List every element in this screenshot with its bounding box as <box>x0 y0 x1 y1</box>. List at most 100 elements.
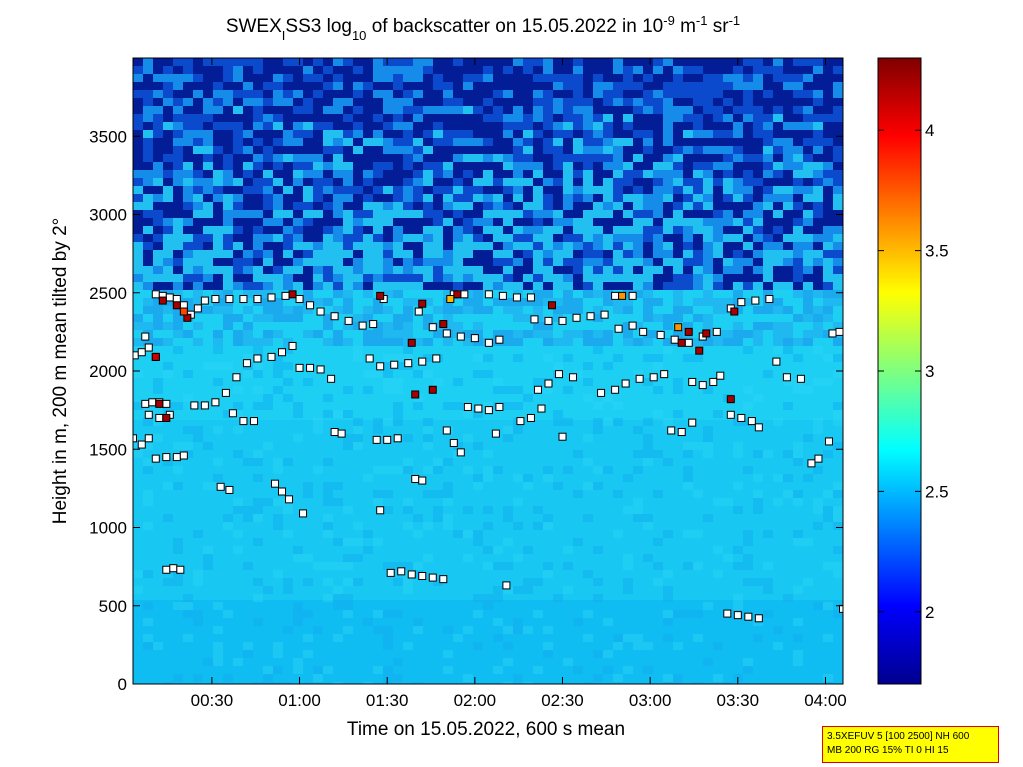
layer-point <box>828 329 837 338</box>
heatmap-cell <box>433 378 443 386</box>
heatmap-cell <box>563 274 573 282</box>
heatmap-cell <box>233 258 243 266</box>
heatmap-cell <box>613 74 623 82</box>
heatmap-cell <box>463 122 473 130</box>
heatmap-cell <box>263 162 273 170</box>
layer-point <box>491 429 500 438</box>
heatmap-cell <box>633 290 643 298</box>
heatmap-cell <box>623 634 633 642</box>
heatmap-cell <box>263 170 273 178</box>
heatmap-cell <box>813 210 823 218</box>
heatmap-cell <box>173 170 183 178</box>
heatmap-cell <box>563 66 573 74</box>
colorbar-tick-label: 3 <box>925 362 934 381</box>
heatmap-cell <box>243 242 253 250</box>
heatmap-cell <box>633 258 643 266</box>
heatmap-cell <box>603 250 613 258</box>
heatmap-cell <box>703 658 713 666</box>
highlight-point <box>618 291 627 300</box>
heatmap-cell <box>283 138 293 146</box>
heatmap-cell <box>523 122 533 130</box>
heatmap-cell <box>663 314 673 322</box>
heatmap-cell <box>763 562 773 570</box>
heatmap-cell <box>323 130 333 138</box>
heatmap-cell <box>703 426 713 434</box>
heatmap-cell <box>673 242 683 250</box>
heatmap-cell <box>213 90 223 98</box>
heatmap-cell <box>603 466 613 474</box>
heatmap-cell <box>273 282 283 290</box>
heatmap-cell <box>213 58 223 66</box>
heatmap-cell <box>643 210 653 218</box>
heatmap-cell <box>773 298 783 306</box>
layer-point <box>772 357 781 366</box>
heatmap-cell <box>253 314 263 322</box>
heatmap-cell <box>803 474 813 482</box>
heatmap-cell <box>253 130 263 138</box>
heatmap-cell <box>783 66 793 74</box>
heatmap-cell <box>583 178 593 186</box>
heatmap-cell <box>553 314 563 322</box>
heatmap-cell <box>643 226 653 234</box>
heatmap-cell <box>503 194 513 202</box>
heatmap-cell <box>533 82 543 90</box>
heatmap-cell <box>283 154 293 162</box>
heatmap-cell <box>153 322 163 330</box>
heatmap-cell <box>733 338 743 346</box>
heatmap-cell <box>453 378 463 386</box>
heatmap-cell <box>393 578 403 586</box>
heatmap-cell <box>303 90 313 98</box>
heatmap-cell <box>213 658 223 666</box>
heatmap-cell <box>663 226 673 234</box>
heatmap-cell <box>633 466 643 474</box>
heatmap-cell <box>273 330 283 338</box>
heatmap-cell <box>693 682 703 684</box>
heatmap-cell <box>353 114 363 122</box>
heatmap-cell <box>183 330 193 338</box>
heatmap-cell <box>533 378 543 386</box>
heatmap-cell <box>743 234 753 242</box>
heatmap-cell <box>313 90 323 98</box>
heatmap-cell <box>663 282 673 290</box>
heatmap-cell <box>813 122 823 130</box>
heatmap-cell <box>243 106 253 114</box>
heatmap-cell <box>243 122 253 130</box>
heatmap-cell <box>413 282 423 290</box>
heatmap-cell <box>513 298 523 306</box>
heatmap-cell <box>623 90 633 98</box>
heatmap-cell <box>303 306 313 314</box>
heatmap-cell <box>603 74 613 82</box>
heatmap-cell <box>683 178 693 186</box>
heatmap-cell <box>293 210 303 218</box>
heatmap-cell <box>173 322 183 330</box>
heatmap-cell <box>383 186 393 194</box>
heatmap-cell <box>743 178 753 186</box>
heatmap-cell <box>293 266 303 274</box>
heatmap-cell <box>373 130 383 138</box>
heatmap-cell <box>163 114 173 122</box>
heatmap-cell <box>633 514 643 522</box>
heatmap-cell <box>243 178 253 186</box>
heatmap-cell <box>223 314 233 322</box>
heatmap-cell <box>503 642 513 650</box>
heatmap-cell <box>463 466 473 474</box>
heatmap-cell <box>233 506 243 514</box>
heatmap-cell <box>613 530 623 538</box>
heatmap-cell <box>303 610 313 618</box>
heatmap-cell <box>753 170 763 178</box>
heatmap-cell <box>643 290 653 298</box>
heatmap-cell <box>583 138 593 146</box>
heatmap-cell <box>253 458 263 466</box>
layer-point <box>649 373 658 382</box>
heatmap-cell <box>323 90 333 98</box>
heatmap-cell <box>433 58 443 66</box>
heatmap-cell <box>703 154 713 162</box>
heatmap-cell <box>513 274 523 282</box>
heatmap-cell <box>653 130 663 138</box>
heatmap-cell <box>753 274 763 282</box>
heatmap-cell <box>163 234 173 242</box>
heatmap-cell <box>433 274 443 282</box>
heatmap-cell <box>813 66 823 74</box>
heatmap-cell <box>343 234 353 242</box>
heatmap-cell <box>363 386 373 394</box>
